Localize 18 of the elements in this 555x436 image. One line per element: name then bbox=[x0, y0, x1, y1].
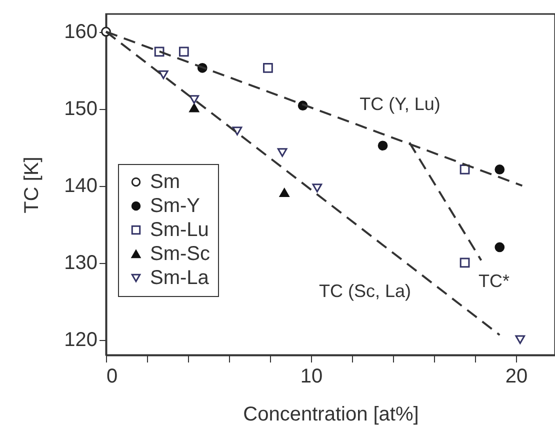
y-tick-label: 150 bbox=[64, 98, 98, 120]
y-tick-label: 140 bbox=[64, 175, 98, 198]
legend-label: Sm-La bbox=[150, 267, 210, 289]
x-tick-label: 20 bbox=[505, 366, 528, 388]
legend-label: Sm bbox=[150, 171, 180, 193]
y-tick-label: 160 bbox=[64, 21, 98, 44]
legend-label: Sm-Lu bbox=[150, 219, 209, 241]
x-tick-label: 0 bbox=[106, 366, 118, 388]
annotation: TC (Y, Lu) bbox=[360, 94, 440, 114]
annotation: TC* bbox=[478, 271, 510, 291]
y-tick-label: 130 bbox=[64, 252, 98, 274]
x-axis-title: Concentration [at%] bbox=[243, 404, 419, 426]
legend-label: Sm-Sc bbox=[150, 243, 210, 265]
annotation: TC (Sc, La) bbox=[318, 281, 412, 301]
y-tick-label: 120 bbox=[64, 329, 98, 352]
y-axis-title: TC [K] bbox=[21, 156, 44, 214]
legend-label: Sm-Y bbox=[150, 195, 200, 217]
x-tick-label: 10 bbox=[300, 366, 323, 388]
